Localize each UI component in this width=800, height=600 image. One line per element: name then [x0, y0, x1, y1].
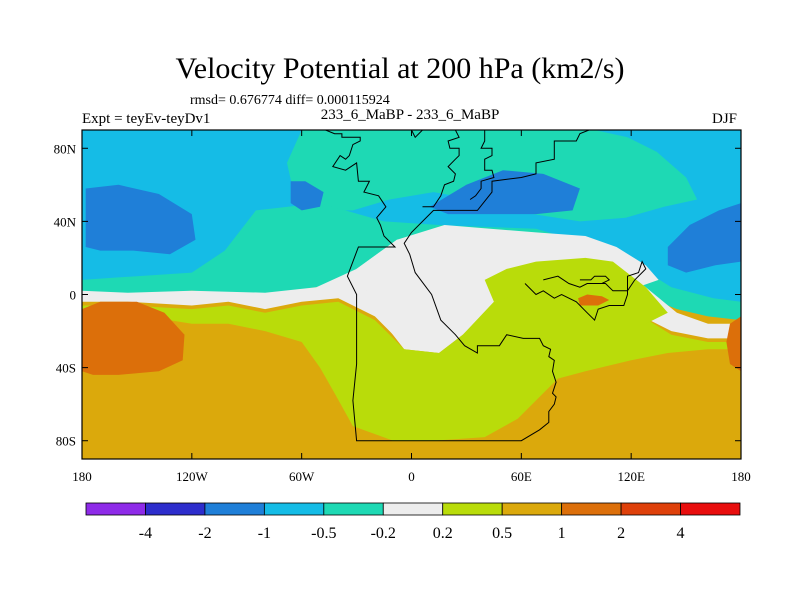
outline-coast-small — [579, 275, 611, 284]
contour-fill-layer — [82, 130, 741, 459]
colorbar-box — [204, 502, 265, 516]
experiment-label: Expt = teyEv-teyDv1 — [82, 111, 211, 127]
x-tick-label: 180 — [72, 469, 92, 484]
y-tick-label: 40N — [54, 214, 77, 229]
y-tick-label: 0 — [70, 288, 77, 303]
region-green-south — [82, 279, 741, 441]
outline-block-east — [466, 130, 495, 200]
colorbar-box — [85, 502, 146, 516]
region-blue-north-central — [429, 170, 580, 215]
colorbar-label: 0.2 — [433, 525, 453, 542]
colorbar-box — [263, 502, 325, 516]
region-orange-central — [578, 294, 610, 306]
colorbar-box — [323, 502, 384, 516]
season-label: DJF — [712, 111, 738, 127]
colorbar-label: -1 — [258, 525, 271, 542]
x-tick-label: 180 — [731, 469, 751, 484]
region-green-east-loop — [484, 257, 668, 324]
axis-ticks: 180 120W 60W 0 60E 120E 180 80N 40N 0 40S 80S — [54, 130, 751, 484]
case-label: 233_6_MaBP - 233_6_MaBP — [320, 107, 500, 123]
colorbar-box — [680, 502, 741, 516]
land-outline-layer — [325, 130, 647, 442]
region-blue-west-edge — [290, 181, 324, 211]
x-tick-label: 120W — [176, 469, 209, 484]
outline-center — [395, 130, 460, 208]
region-white-lobe-west — [356, 236, 452, 280]
region-blue-east — [667, 203, 741, 273]
colorbar-label: -0.5 — [311, 525, 336, 542]
y-tick-label: 40S — [56, 361, 76, 376]
colorbar-label: 1 — [558, 525, 566, 542]
region-orange-west — [82, 301, 185, 375]
region-teal-tropics — [82, 203, 741, 321]
colorbar-label: 4 — [677, 525, 685, 542]
x-tick-label: 120E — [617, 469, 645, 484]
colorbar-box — [501, 502, 563, 516]
colorbar-box — [382, 502, 444, 516]
y-tick-label: 80N — [54, 141, 77, 156]
colorbar-label: -4 — [139, 525, 152, 542]
outline-west — [325, 130, 590, 442]
colorbar-label: -2 — [198, 525, 211, 542]
x-tick-label: 0 — [408, 469, 415, 484]
region-orange-east — [726, 316, 741, 372]
x-tick-label: 60E — [511, 469, 532, 484]
y-tick-label: 80S — [56, 434, 76, 449]
colorbar-label: -0.2 — [371, 525, 396, 542]
colorbar-box — [561, 502, 622, 516]
colorbar-box — [620, 502, 681, 516]
colorbar-box — [442, 502, 503, 516]
colorbar-label: 0.5 — [492, 525, 512, 542]
stats-label: rmsd= 0.676774 diff= 0.000115924 — [190, 93, 390, 108]
x-tick-label: 60W — [289, 469, 315, 484]
colorbar-box — [145, 502, 206, 516]
region-blue-west — [85, 184, 196, 255]
colorbar: -4 -2 -1 -0.5 -0.2 0.2 0.5 1 2 4 — [85, 502, 741, 542]
chart-title: Velocity Potential at 200 hPa (km2/s) — [175, 52, 625, 85]
colorbar-label: 2 — [617, 525, 625, 542]
